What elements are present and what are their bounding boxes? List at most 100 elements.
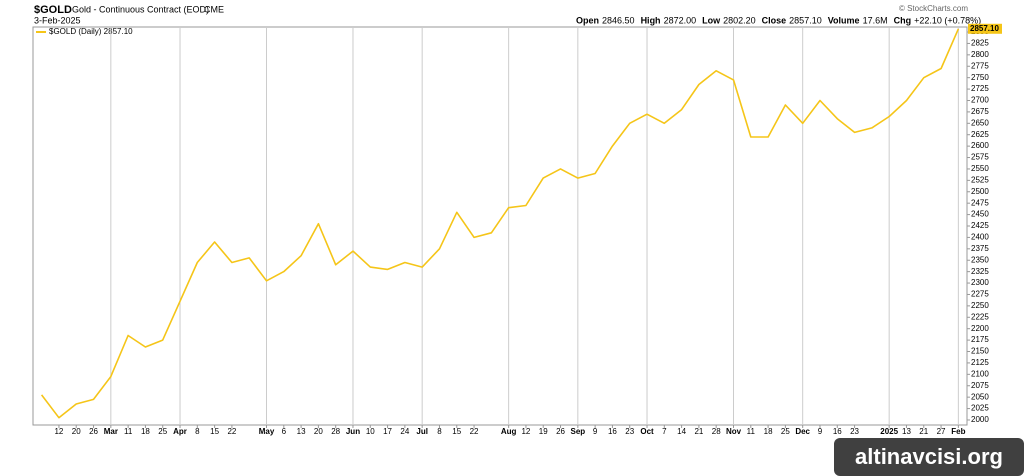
x-tick-label: 11 [747,427,756,436]
x-tick-label: 27 [937,427,946,436]
quote-label: Open [576,15,599,25]
x-tick-label: Apr [173,427,187,436]
x-tick-label: 16 [833,427,842,436]
y-tick-label: 2150 [971,347,989,356]
price-line [40,28,960,419]
y-tick-label: 2700 [971,96,989,105]
y-tick-label: 2025 [971,404,989,413]
x-tick-label: 12 [54,427,63,436]
x-tick-label: 24 [400,427,409,436]
quote-value: 17.6M [863,15,888,25]
y-tick-label: 2475 [971,198,989,207]
quote-value: 2857.10 [789,15,822,25]
y-tick-label: 2575 [971,153,989,162]
x-tick-label: 12 [521,427,530,436]
x-tick-label: 2025 [880,427,898,436]
y-tick-label: 2375 [971,244,989,253]
x-tick-label: 25 [781,427,790,436]
y-tick-label: 2525 [971,175,989,184]
y-tick-label: 2050 [971,392,989,401]
x-tick-label: 11 [124,427,133,436]
y-tick-label: 2775 [971,61,989,70]
plot-area [32,26,968,426]
x-tick-label: 9 [593,427,598,436]
x-tick-label: 15 [210,427,219,436]
x-tick-label: 25 [158,427,167,436]
y-tick-label: 2350 [971,255,989,264]
legend-entry: $GOLD (Daily) 2857.10 [49,27,133,36]
x-tick-label: Aug [501,427,517,436]
x-tick-label: 23 [850,427,859,436]
x-tick-label: 28 [712,427,721,436]
last-price-tag [968,23,1002,34]
y-tick-label: 2125 [971,358,989,367]
symbol: $GOLD [34,4,72,16]
quote-label: Chg [894,15,912,25]
x-tick-label: 9 [818,427,823,436]
y-tick-label: 2600 [971,141,989,150]
x-tick-label: Sep [570,427,585,436]
x-tick-label: 22 [470,427,479,436]
x-tick-label: 28 [331,427,340,436]
y-tick-label: 2500 [971,187,989,196]
x-tick-label: 8 [195,427,200,436]
x-tick-label: Jun [346,427,360,436]
x-tick-label: 26 [556,427,565,436]
y-tick-label: 2675 [971,107,989,116]
x-tick-label: 22 [227,427,236,436]
x-tick-label: 15 [452,427,461,436]
x-tick-label: 26 [89,427,98,436]
y-tick-label: 2625 [971,130,989,139]
y-tick-label: 2425 [971,221,989,230]
date: 3-Feb-2025 [34,15,81,25]
y-tick-label: 2325 [971,267,989,276]
y-tick-label: 2650 [971,118,989,127]
y-tick-label: 2100 [971,369,989,378]
x-tick-label: Dec [795,427,810,436]
y-tick-label: 2450 [971,210,989,219]
y-tick-label: 2000 [971,415,989,424]
watermark: altinavcisi.org [855,444,1003,469]
x-tick-label: 17 [383,427,392,436]
quote-value: +22.10 (+0.78%) [914,15,981,25]
x-tick-label: 8 [437,427,442,436]
x-tick-label: 10 [366,427,375,436]
quote-label: High [641,15,661,25]
x-tick-label: 18 [141,427,150,436]
x-tick-label: 13 [297,427,306,436]
y-tick-label: 2725 [971,84,989,93]
quote-value: 2846.50 [602,15,635,25]
y-tick-label: 2200 [971,324,989,333]
last-price-label: 2857.10 [970,24,999,33]
x-tick-label: Jul [416,427,428,436]
x-tick-label: Oct [640,427,654,436]
x-tick-label: 13 [902,427,911,436]
x-tick-label: 21 [694,427,703,436]
y-tick-label: 2400 [971,233,989,242]
quote-label: Close [762,15,787,25]
y-tick-label: 2825 [971,39,989,48]
x-tick-label: 14 [677,427,686,436]
copyright: © StockCharts.com [899,4,968,13]
y-tick-label: 2550 [971,164,989,173]
quote-label: Low [702,15,721,25]
x-tick-label: 16 [608,427,617,436]
y-tick-label: 2250 [971,301,989,310]
y-tick-label: 2800 [971,50,989,59]
x-tick-label: 23 [625,427,634,436]
exchange: CME [204,4,224,14]
y-tick-label: 2300 [971,278,989,287]
description: Gold - Continuous Contract (EOD) [72,4,209,14]
y-tick-label: 2075 [971,381,989,390]
y-tick-label: 2175 [971,335,989,344]
y-tick-label: 2750 [971,73,989,82]
x-tick-label: Nov [726,427,742,436]
x-tick-label: 19 [539,427,548,436]
quote-value: 2802.20 [723,15,756,25]
x-tick-label: 20 [314,427,323,436]
x-tick-label: Mar [104,427,118,436]
x-tick-label: 21 [919,427,928,436]
y-tick-label: 2225 [971,312,989,321]
